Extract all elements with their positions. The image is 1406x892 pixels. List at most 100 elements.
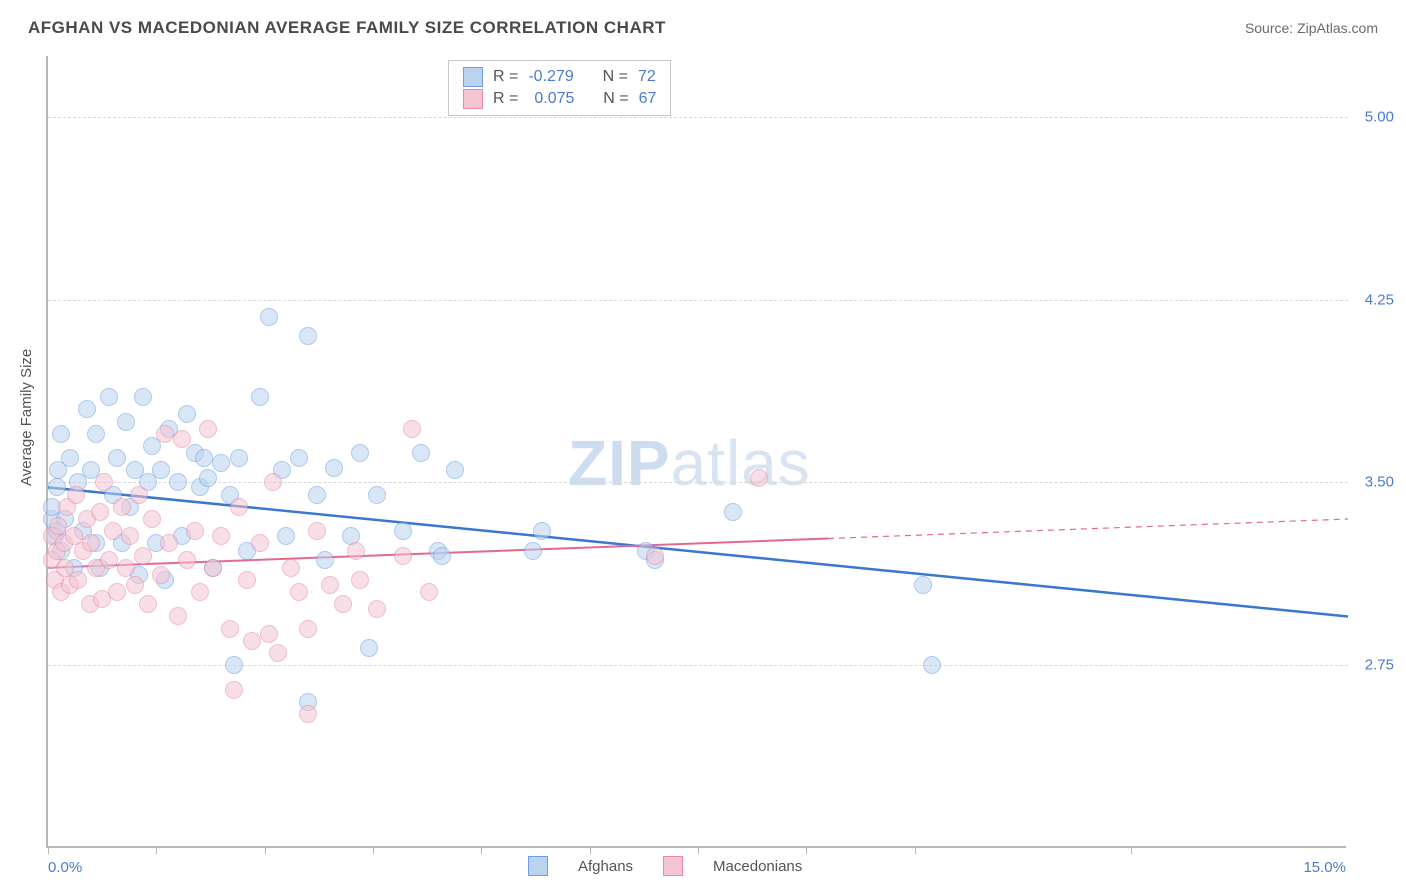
data-point (420, 583, 438, 601)
data-point (212, 527, 230, 545)
data-point (52, 425, 70, 443)
data-point (160, 534, 178, 552)
data-point (914, 576, 932, 594)
data-point (87, 425, 105, 443)
data-point (169, 473, 187, 491)
data-point (78, 400, 96, 418)
data-point (394, 547, 412, 565)
gridline (48, 300, 1348, 301)
data-point (446, 461, 464, 479)
data-point (199, 469, 217, 487)
chart-container: Average Family Size ZIPatlas R = -0.279 … (46, 56, 1386, 848)
ytick-label: 2.75 (1365, 657, 1394, 674)
data-point (230, 498, 248, 516)
data-point (169, 607, 187, 625)
data-point (113, 498, 131, 516)
ytick-label: 3.50 (1365, 474, 1394, 491)
data-point (316, 551, 334, 569)
watermark-atlas: atlas (671, 427, 811, 499)
data-point (126, 576, 144, 594)
data-point (264, 473, 282, 491)
data-point (134, 388, 152, 406)
data-point (290, 449, 308, 467)
data-point (403, 420, 421, 438)
data-point (117, 413, 135, 431)
data-point (108, 583, 126, 601)
data-point (351, 571, 369, 589)
data-point (143, 510, 161, 528)
data-point (230, 449, 248, 467)
data-point (156, 425, 174, 443)
data-point (524, 542, 542, 560)
stats-row-macedonians: R = 0.075 N = 67 (463, 89, 656, 109)
data-point (347, 542, 365, 560)
gridline (48, 117, 1348, 118)
n-value-macedonians: 67 (639, 90, 657, 108)
data-point (95, 473, 113, 491)
data-point (186, 522, 204, 540)
data-point (48, 478, 66, 496)
data-point (724, 503, 742, 521)
data-point (269, 644, 287, 662)
data-point (351, 444, 369, 462)
data-point (750, 469, 768, 487)
data-point (923, 656, 941, 674)
r-label: R = (493, 68, 518, 86)
data-point (100, 551, 118, 569)
data-point (199, 420, 217, 438)
data-point (178, 551, 196, 569)
data-point (221, 620, 239, 638)
data-point (67, 486, 85, 504)
data-point (100, 388, 118, 406)
xtick (481, 846, 482, 854)
legend-label-macedonians: Macedonians (713, 858, 802, 875)
legend-swatch-macedonians (663, 856, 683, 876)
data-point (108, 449, 126, 467)
n-label: N = (603, 68, 628, 86)
xtick (373, 846, 374, 854)
data-point (260, 308, 278, 326)
data-point (368, 600, 386, 618)
data-point (195, 449, 213, 467)
y-axis-label: Average Family Size (18, 349, 35, 486)
data-point (134, 547, 152, 565)
data-point (533, 522, 551, 540)
data-point (212, 454, 230, 472)
xtick (1131, 846, 1132, 854)
watermark-zip: ZIP (568, 427, 671, 499)
x-axis-label-right: 15.0% (1303, 859, 1346, 876)
data-point (238, 571, 256, 589)
plot-area: Average Family Size ZIPatlas R = -0.279 … (46, 56, 1346, 848)
legend-label-afghans: Afghans (578, 858, 633, 875)
data-point (61, 449, 79, 467)
data-point (191, 583, 209, 601)
ytick-label: 5.00 (1365, 108, 1394, 125)
data-point (204, 559, 222, 577)
n-value-afghans: 72 (638, 68, 656, 86)
data-point (251, 534, 269, 552)
data-point (394, 522, 412, 540)
legend-swatch-afghans (528, 856, 548, 876)
watermark: ZIPatlas (568, 426, 811, 500)
data-point (69, 571, 87, 589)
data-point (360, 639, 378, 657)
data-point (243, 632, 261, 650)
gridline (48, 482, 1348, 483)
data-point (646, 547, 664, 565)
data-point (178, 405, 196, 423)
data-point (225, 681, 243, 699)
chart-source: Source: ZipAtlas.com (1245, 20, 1378, 36)
data-point (225, 656, 243, 674)
data-point (260, 625, 278, 643)
xtick (265, 846, 266, 854)
data-point (308, 522, 326, 540)
chart-title: AFGHAN VS MACEDONIAN AVERAGE FAMILY SIZE… (28, 18, 666, 38)
data-point (152, 461, 170, 479)
data-point (282, 559, 300, 577)
n-label: N = (603, 90, 628, 108)
data-point (251, 388, 269, 406)
data-point (299, 620, 317, 638)
swatch-macedonians (463, 89, 483, 109)
swatch-afghans (463, 67, 483, 87)
data-point (130, 486, 148, 504)
